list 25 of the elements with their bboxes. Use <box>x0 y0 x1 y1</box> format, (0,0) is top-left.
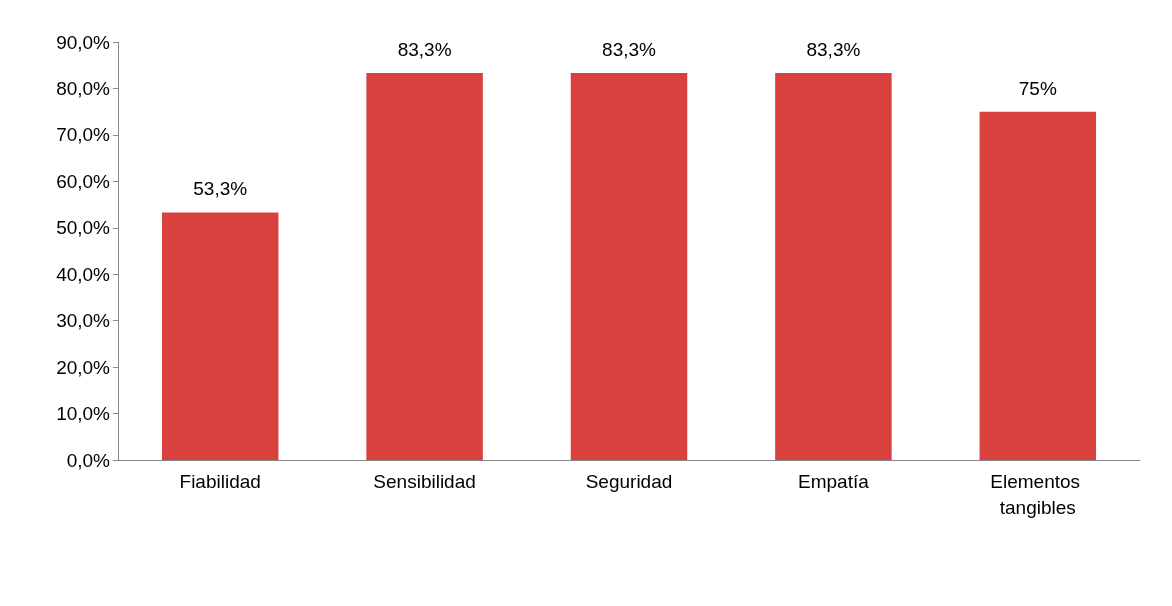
y-tick-label: 20,0% <box>56 356 111 378</box>
y-tick-label: 90,0% <box>56 31 111 53</box>
x-tick-label: Fiabilidad <box>179 470 261 492</box>
data-label: 53,3% <box>193 178 248 200</box>
bar <box>775 73 892 460</box>
data-label: 83,3% <box>602 39 657 61</box>
y-tick-label: 70,0% <box>56 124 111 146</box>
data-label: 83,3% <box>397 39 452 61</box>
bar <box>366 73 483 460</box>
y-tick-label: 10,0% <box>56 403 111 425</box>
y-tick-label: 40,0% <box>56 263 111 285</box>
y-tick-label: 30,0% <box>56 310 111 332</box>
data-label: 83,3% <box>806 39 861 61</box>
y-tick-label: 0,0% <box>66 449 111 471</box>
x-tick-label: Sensibilidad <box>373 470 476 492</box>
x-tick-label: Empatía <box>798 470 870 492</box>
y-tick-label: 80,0% <box>56 77 111 99</box>
data-label: 75% <box>1018 77 1057 99</box>
bar <box>161 212 279 460</box>
x-tick-label: Seguridad <box>585 470 673 492</box>
y-tick-label: 60,0% <box>56 170 111 192</box>
y-tick-label: 50,0% <box>56 217 111 239</box>
x-tick-label: Elementos tangibles <box>990 470 1086 518</box>
bar <box>979 111 1097 460</box>
bar <box>570 73 688 460</box>
